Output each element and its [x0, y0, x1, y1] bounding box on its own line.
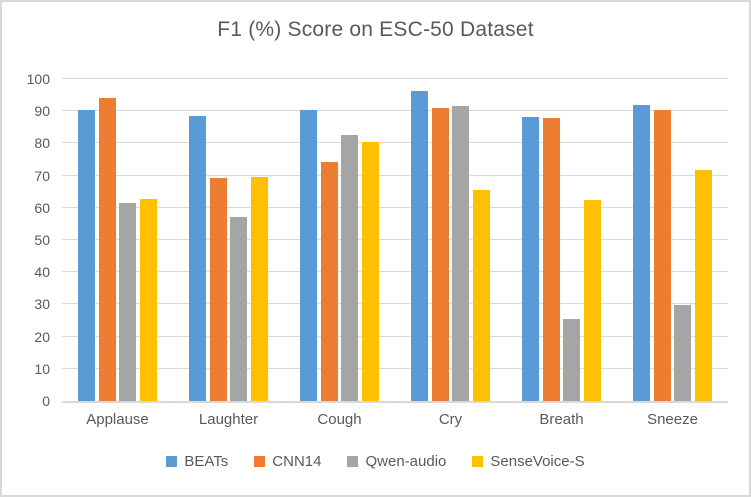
bar-beats-cough [300, 110, 318, 401]
y-axis-tick-label: 90 [34, 103, 50, 120]
bar-beats-sneeze [633, 105, 651, 401]
bar-beats-cry [411, 91, 429, 401]
bar-sensevoice-s-laughter [250, 176, 268, 401]
x-axis-category-label: Breath [539, 411, 584, 428]
legend-label: SenseVoice-S [490, 453, 585, 470]
legend-label: CNN14 [272, 453, 322, 470]
gridline [62, 174, 728, 176]
bar-qwen-audio-applause [119, 203, 137, 401]
x-axis-category-label: Laughter [198, 411, 259, 428]
gridline [62, 110, 728, 112]
bar-qwen-audio-cry [452, 106, 470, 401]
y-axis-tick-label: 60 [34, 199, 50, 216]
y-axis-tick-label: 80 [34, 135, 50, 152]
bar-qwen-audio-breath [563, 319, 581, 401]
plot-area [62, 78, 728, 403]
y-axis-tick-label: 20 [34, 328, 50, 345]
bar-qwen-audio-laughter [230, 217, 248, 401]
x-axis-category-label: Cry [438, 411, 463, 428]
bar-qwen-audio-sneeze [674, 305, 692, 401]
x-axis-category-label: Applause [86, 411, 149, 428]
legend-marker-icon [166, 456, 178, 467]
bar-beats-breath [522, 117, 540, 401]
bar-cnn14-breath [542, 117, 560, 401]
gridline [62, 78, 728, 79]
x-axis-category-label: Cough [317, 411, 362, 428]
bar-cnn14-laughter [209, 177, 227, 401]
gridline [62, 367, 728, 369]
legend-item-cnn14: CNN14 [254, 453, 321, 470]
y-axis-tick-label: 0 [42, 393, 50, 409]
bar-sensevoice-s-sneeze [694, 169, 712, 401]
bar-cnn14-cough [320, 162, 338, 401]
legend-marker-icon [254, 456, 266, 467]
gridline [62, 206, 728, 208]
y-axis-tick-label: 10 [34, 360, 50, 377]
bar-sensevoice-s-applause [139, 198, 157, 401]
gridline [62, 142, 728, 144]
legend-marker-icon [347, 456, 359, 467]
chart-title: F1 (%) Score on ESC-50 Dataset [217, 18, 534, 41]
bar-cnn14-sneeze [653, 110, 671, 401]
bar-beats-applause [78, 109, 96, 401]
legend-marker-icon [472, 456, 484, 467]
y-axis-tick-label: 30 [34, 296, 50, 313]
x-axis-category-label: Sneeze [647, 411, 698, 428]
legend-item-qwen-audio: Qwen-audio [347, 453, 446, 470]
bar-cnn14-applause [98, 98, 116, 401]
bar-sensevoice-s-cry [472, 190, 490, 401]
bar-sensevoice-s-cough [361, 142, 379, 401]
gridline [62, 271, 728, 273]
legend-label: BEATs [184, 453, 229, 470]
y-axis-tick-label: 70 [34, 167, 50, 184]
bar-cnn14-cry [431, 107, 449, 401]
bar-beats-laughter [189, 116, 207, 401]
gridline [62, 303, 728, 305]
gridline [62, 335, 728, 337]
bar-sensevoice-s-breath [583, 200, 601, 401]
legend: BEATs CNN14 Qwen-audio SenseVoice-S [2, 453, 749, 470]
legend-item-sensevoice-s: SenseVoice-S [472, 453, 585, 470]
y-axis-tick-label: 50 [34, 232, 50, 248]
legend-label: Qwen-audio [365, 453, 447, 470]
gridline [62, 239, 728, 240]
y-axis-tick-label: 40 [34, 264, 50, 281]
y-axis-tick-label: 100 [26, 71, 50, 87]
legend-item-beats: BEATs [166, 453, 228, 470]
bar-qwen-audio-cough [341, 135, 359, 401]
